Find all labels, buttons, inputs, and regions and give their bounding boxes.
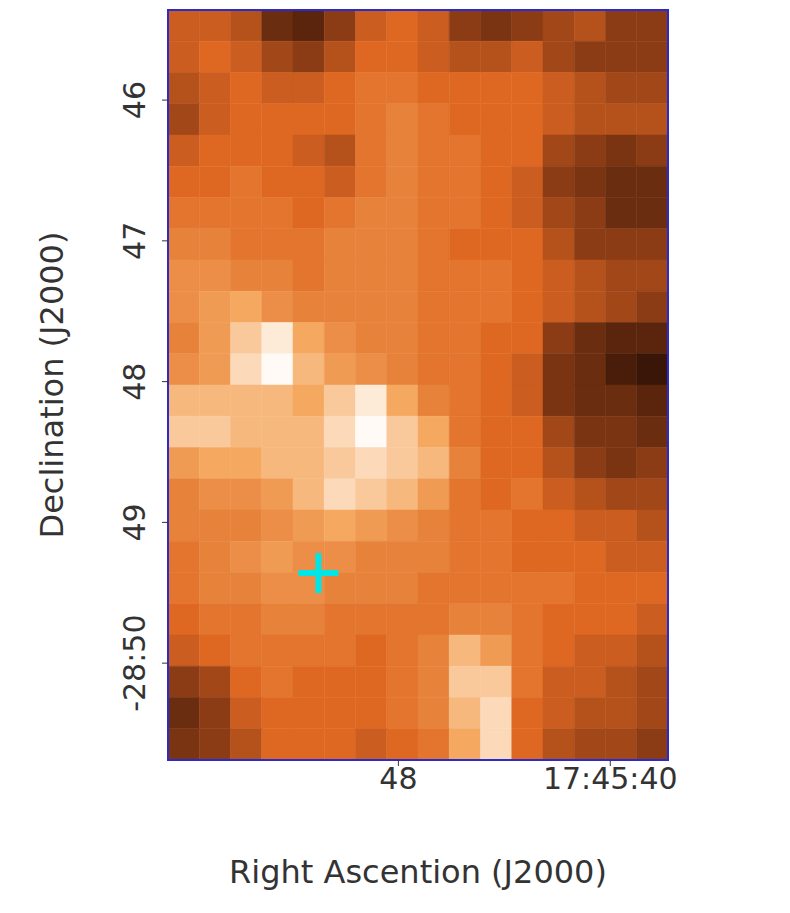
svg-text:46: 46: [117, 81, 152, 119]
svg-text:48: 48: [379, 761, 417, 796]
svg-text:17:45:40: 17:45:40: [543, 761, 678, 796]
svg-text:49: 49: [117, 503, 152, 541]
svg-text:-28:50: -28:50: [117, 615, 152, 712]
svg-text:47: 47: [117, 222, 152, 260]
svg-text:Declination (J2000): Declination (J2000): [33, 232, 71, 539]
svg-text:48: 48: [117, 363, 152, 401]
svg-text:Right Ascention (J2000): Right Ascention (J2000): [229, 853, 607, 891]
